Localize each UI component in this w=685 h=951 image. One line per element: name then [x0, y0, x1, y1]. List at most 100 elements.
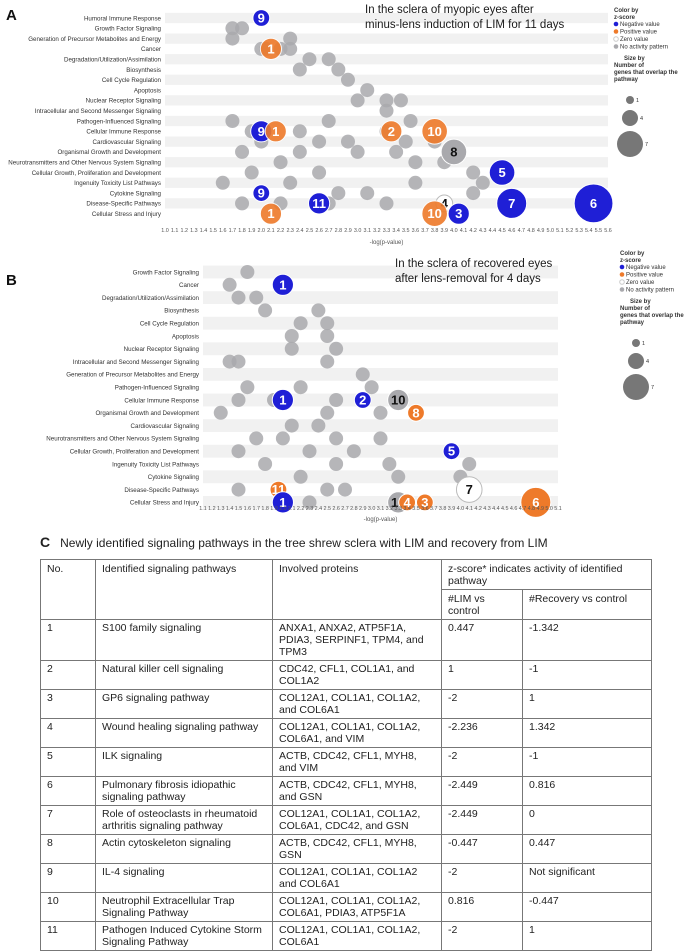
bubble-no-activity [355, 367, 370, 382]
category-label: Nuclear Receptor Signaling [124, 346, 200, 353]
bubble-label: 3 [455, 206, 462, 221]
x-tick-label: 1.4 [226, 506, 234, 512]
x-tick-label: 4.1 [460, 228, 468, 234]
category-label: Nuclear Receptor Signaling [86, 98, 162, 105]
x-tick-label: 3.3 [395, 506, 403, 512]
cell-no: 11 [40, 921, 96, 951]
cell-lim: -2.236 [441, 718, 523, 748]
bubble-no-activity [331, 186, 346, 201]
bubble-no-activity [466, 165, 481, 180]
x-tick-label: 2.7 [325, 228, 333, 234]
cell-no: 3 [40, 689, 96, 719]
category-label: Cancer [141, 46, 161, 53]
cell-no: 1 [40, 619, 96, 661]
bubble-no-activity [235, 21, 250, 36]
table-row: 1 S100 family signaling ANXA1, ANXA2, ATP5… [40, 619, 652, 661]
category-label: Growth Factor Signaling [133, 269, 200, 276]
legend-color-title: Color by [620, 251, 645, 257]
bubble-no-activity [240, 380, 255, 395]
x-tick-label: 1.5 [209, 228, 217, 234]
x-tick-label: 1.7 [253, 506, 261, 512]
cell-no: 9 [40, 863, 96, 893]
table-row: 2 Natural killer cell signaling CDC42, CFL… [40, 660, 652, 690]
bubble-no-activity [244, 165, 259, 180]
bubble-no-activity [321, 114, 336, 128]
category-label: Generation of Precursor Metabolites and … [66, 372, 200, 379]
bubble-label: 1 [279, 277, 286, 292]
col-header-zscore: z-score* indicates activity of identifie… [441, 559, 652, 590]
x-tick-label: 2.1 [267, 228, 275, 234]
category-label: Generation of Precursor Metabolites and … [28, 36, 162, 43]
legend-size-title: Number of [620, 306, 651, 312]
row-band [203, 368, 558, 381]
x-tick-label: 4.7 [519, 506, 527, 512]
x-axis-label: -log(p-value) [370, 240, 404, 246]
legend-size-title: Number of [614, 63, 645, 69]
bubble-negative [447, 202, 470, 225]
bubble-no-activity [379, 196, 394, 211]
x-tick-label: 2.2 [277, 228, 285, 234]
table-row: 7 Role of osteoclasts in rheumatoid arthr… [40, 805, 652, 835]
x-tick-label: 3.7 [421, 228, 429, 234]
x-tick-label: 1.6 [219, 228, 227, 234]
bubble-no-activity [235, 144, 250, 159]
legend-size-value: 7 [645, 142, 648, 148]
cell-no: 4 [40, 718, 96, 748]
cell-lim: 1 [441, 660, 523, 690]
bubble-label: 4 [441, 196, 449, 211]
row-band [165, 12, 608, 24]
bubble-no-activity [320, 329, 335, 343]
category-label: Organismal Growth and Development [57, 149, 161, 156]
bubble-label: 9 [258, 124, 265, 139]
section-c: C Newly identified signaling pathways in… [40, 534, 652, 951]
x-tick-label: 4.9 [537, 228, 545, 234]
category-label: Apoptosis [172, 333, 199, 340]
panel-letter-a: A [6, 7, 17, 24]
cell-no: 8 [40, 834, 96, 864]
bubble-positive [520, 486, 552, 518]
x-tick-label: 3.6 [421, 506, 429, 512]
bubble-no-activity [215, 175, 230, 190]
x-tick-label: 3.0 [354, 228, 362, 234]
cell-proteins: COL12A1, COL1A1, COL1A2, COL6A1, PDIA3, … [272, 892, 442, 922]
bubble-no-activity [284, 418, 299, 433]
category-label: Degradation/Utilization/Assimilation [64, 57, 162, 64]
bubble-no-activity [340, 72, 355, 87]
cell-recovery: 0 [522, 805, 652, 835]
x-tick-label: 1.3 [217, 506, 225, 512]
cell-pathway: Actin cytoskeleton signaling [95, 834, 273, 864]
x-tick-label: 5.1 [554, 506, 562, 512]
x-tick-label: 4.8 [527, 228, 535, 234]
bubble-no-activity [312, 165, 327, 180]
legend-size-title: pathway [614, 77, 639, 83]
bubble-no-activity [398, 134, 413, 149]
bubble-no-activity [213, 405, 228, 420]
x-tick-label: 2.4 [315, 506, 323, 512]
bubble-no-activity [293, 469, 308, 484]
x-tick-label: 3.8 [439, 506, 447, 512]
bubble-no-activity [231, 290, 246, 305]
bubble-label: 7 [508, 196, 515, 211]
cell-lim: -2.449 [441, 776, 523, 806]
row-band [165, 74, 608, 85]
legend-item: Zero value [620, 37, 649, 43]
cell-pathway: IL-4 signaling [95, 863, 273, 893]
bubble-label: 2 [388, 124, 395, 139]
x-tick-label: 2.0 [279, 506, 287, 512]
x-tick-label: 2.7 [341, 506, 349, 512]
chart-title: In the sclera of myopic eyes after [365, 4, 534, 16]
bubble-positive [407, 403, 425, 422]
cell-pathway: Pathogen Induced Cytokine Storm Signalin… [95, 921, 273, 951]
bubble-no-activity [258, 303, 273, 318]
cell-recovery: 1 [522, 921, 652, 951]
x-tick-label: 3.4 [392, 228, 400, 234]
x-tick-label: 3.2 [386, 506, 394, 512]
bubble-no-activity [329, 457, 344, 471]
legend-color-title: Color by [614, 8, 639, 14]
x-tick-label: 3.9 [448, 506, 456, 512]
bubble-no-activity [389, 144, 404, 159]
legend-size-value: 7 [651, 385, 654, 391]
bubble-no-activity [364, 380, 379, 395]
category-label: Cardiovascular Signaling [131, 423, 200, 430]
x-tick-label: 1.4 [200, 228, 208, 234]
